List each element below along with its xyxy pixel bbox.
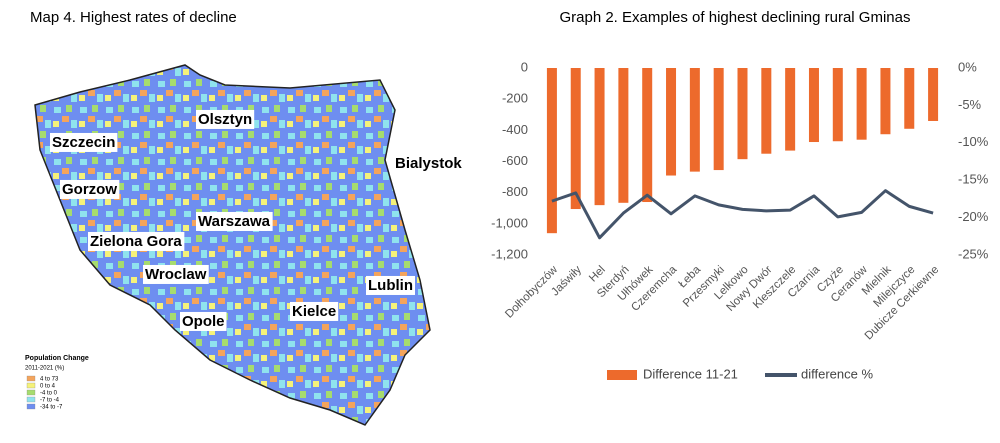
bar [904, 68, 915, 129]
legend-swatch [26, 382, 36, 389]
y-tick-label: -800 [502, 184, 528, 199]
bar [785, 68, 796, 151]
legend-label: -34 to -7 [40, 405, 63, 411]
city-label-box [366, 275, 415, 295]
city-label: Kielce [292, 303, 336, 320]
bar [642, 68, 653, 203]
bar [737, 68, 748, 160]
bar [928, 68, 939, 121]
y-tick-label: -1,000 [491, 215, 528, 230]
legend-swatch [26, 396, 36, 403]
y2-tick-label: -25% [958, 246, 989, 261]
map-legend-subtitle: 2011-2021 (%) [25, 366, 64, 372]
y2-tick-label: -20% [958, 209, 989, 224]
legend-label: 4 to 73 [40, 377, 59, 383]
legend-label: Difference 11-21 [643, 366, 738, 381]
bar [570, 68, 581, 210]
city-label: Zielona Gora [90, 233, 182, 250]
y-tick-label: -200 [502, 91, 528, 106]
chart-title: Graph 2. Examples of highest declining r… [559, 9, 910, 26]
city-label-box [143, 264, 209, 284]
city-label: Szczecin [52, 134, 115, 151]
city-label-box [180, 311, 227, 331]
city-label-box [290, 301, 339, 321]
legend-label: -4 to 0 [40, 391, 58, 397]
legend-swatch [607, 370, 637, 380]
bar [689, 68, 700, 172]
city-label-box [88, 231, 185, 251]
bar [713, 68, 724, 171]
y2-tick-label: -5% [958, 97, 982, 112]
city-label-box [60, 179, 120, 199]
y-tick-label: -400 [502, 122, 528, 137]
legend-swatch [26, 389, 36, 396]
y-tick-label: 0 [521, 59, 528, 74]
bar [880, 68, 891, 135]
city-label: Gorzow [62, 181, 117, 198]
legend-label: difference % [801, 366, 873, 381]
city-label-box [196, 109, 255, 129]
city-label: Lublin [368, 277, 413, 294]
y2-tick-label: -10% [958, 134, 989, 149]
bar [761, 68, 772, 154]
y-tick-label: -1,200 [491, 246, 528, 261]
bar [618, 68, 629, 203]
legend-label: -7 to -4 [40, 398, 60, 404]
city-label-box [50, 132, 118, 152]
y2-tick-label: -15% [958, 172, 989, 187]
city-label-box [196, 211, 273, 231]
city-label: Bialystok [395, 155, 462, 172]
bar [666, 68, 677, 176]
bar [832, 68, 843, 142]
bar [546, 68, 557, 234]
city-label-box [393, 153, 465, 173]
city-label: Opole [182, 313, 225, 330]
bar [808, 68, 819, 143]
y-tick-label: -600 [502, 153, 528, 168]
line [551, 189, 934, 240]
y2-tick-label: 0% [958, 59, 977, 74]
map-title: Map 4. Highest rates of decline [30, 9, 237, 26]
map-legend-title: Population Change [25, 355, 89, 362]
legend-swatch [26, 375, 36, 382]
legend-swatch [26, 403, 36, 410]
legend-label: 0 to 4 [40, 384, 56, 390]
map-outline [34, 64, 431, 426]
city-label: Olsztyn [198, 111, 252, 128]
city-label: Warszawa [198, 213, 271, 230]
bar [856, 68, 867, 140]
city-label: Wroclaw [145, 266, 207, 283]
bar [594, 68, 605, 206]
